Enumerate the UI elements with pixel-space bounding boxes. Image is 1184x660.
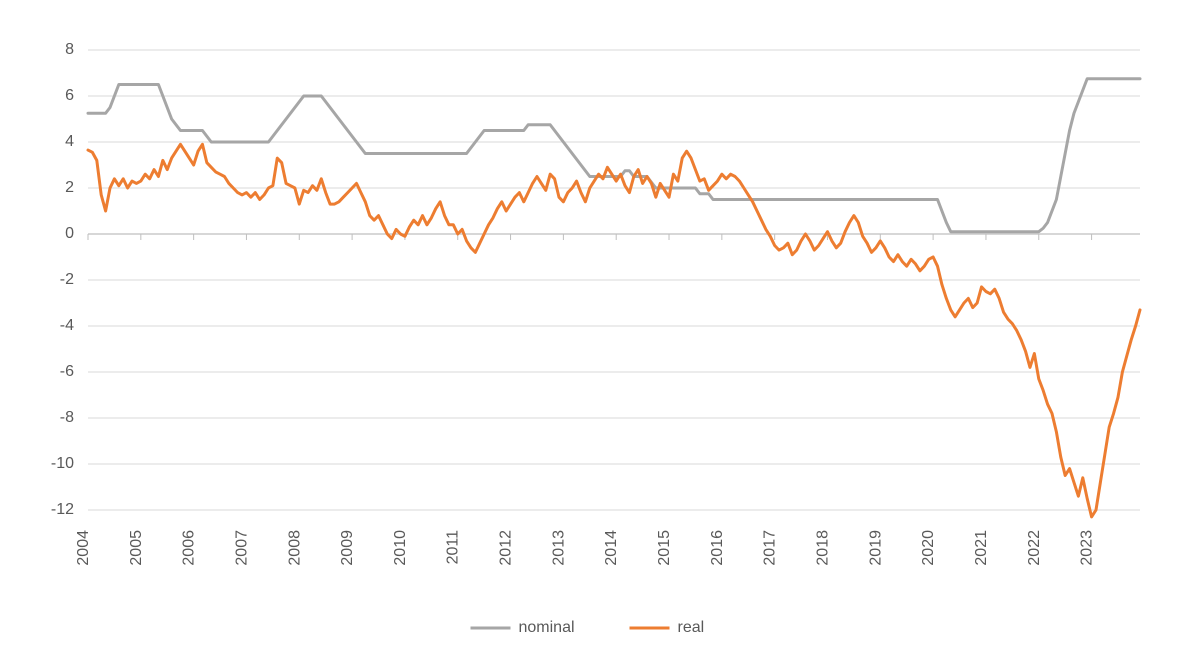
x-tick-label: 2006: [181, 530, 198, 566]
y-tick-label: 2: [65, 179, 74, 196]
x-tick-label: 2013: [550, 530, 567, 566]
x-tick-label: 2020: [920, 530, 937, 566]
line-chart: -12 -10 -8 -6 -4 -2 0 2 4 6 8 2004 2005 2006 2007 2008 2…: [0, 0, 1184, 660]
x-tick-label: 2012: [498, 530, 515, 566]
x-tick-label: 2021: [973, 530, 990, 566]
legend-label: nominal: [519, 619, 575, 636]
y-tick-label: 8: [65, 41, 74, 58]
x-tick-label: 2005: [128, 530, 145, 566]
x-tick-label: 2014: [603, 530, 620, 566]
y-tick-label: 4: [65, 133, 74, 150]
x-tick-label: 2011: [445, 530, 462, 565]
x-tick-label: 2007: [233, 530, 250, 566]
x-tick-label: 2010: [392, 530, 409, 566]
y-tick-label: 0: [65, 225, 74, 242]
y-tick-label: -6: [60, 363, 74, 380]
x-tick-label: 2023: [1079, 530, 1096, 566]
y-tick-label: -2: [60, 271, 74, 288]
x-tick-label: 2018: [814, 530, 831, 566]
y-tick-label: -4: [60, 317, 74, 334]
x-tick-label: 2004: [75, 530, 92, 566]
x-tick-label: 2015: [656, 530, 673, 566]
y-tick-label: -10: [51, 455, 74, 472]
y-tick-label: -12: [51, 501, 74, 518]
legend-label: real: [678, 619, 705, 636]
chart-svg: -12 -10 -8 -6 -4 -2 0 2 4 6 8 2004 2005 2006 2007 2008 2…: [0, 0, 1184, 660]
x-tick-label: 2019: [867, 530, 884, 566]
chart-background: [0, 0, 1184, 660]
x-tick-label: 2022: [1026, 530, 1043, 566]
x-tick-label: 2017: [762, 530, 779, 566]
y-tick-label: 6: [65, 87, 74, 104]
x-tick-label: 2008: [286, 530, 303, 566]
x-tick-label: 2016: [709, 530, 726, 566]
y-tick-label: -8: [60, 409, 74, 426]
x-tick-label: 2009: [339, 530, 356, 566]
